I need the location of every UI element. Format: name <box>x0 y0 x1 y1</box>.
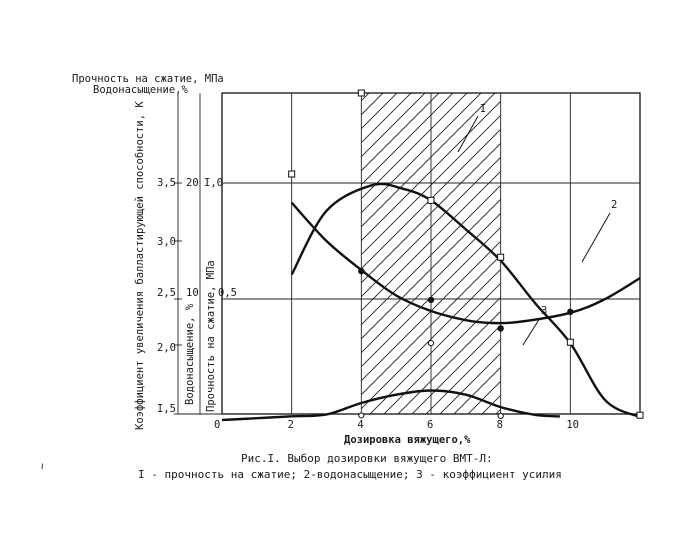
series-1-point-5 <box>636 411 644 419</box>
series-leader-2 <box>581 212 611 263</box>
series-1-point-4 <box>566 338 574 346</box>
tick-k-3.0: 3,0 <box>157 236 176 248</box>
series-leader-1 <box>457 115 479 153</box>
series-leader-3 <box>522 317 541 346</box>
series-2-point-3 <box>567 308 574 316</box>
series-line-3 <box>221 389 560 422</box>
series-1-point-1 <box>357 89 365 97</box>
x-axis-label: Дозировка вяжущего,% <box>344 434 471 446</box>
x-tick-8: 8 <box>497 419 503 431</box>
tick-k-2.5: 2,5 <box>157 287 176 299</box>
x-tick-6: 6 <box>427 419 433 431</box>
series-3-point-0 <box>358 412 365 419</box>
tick-k-2.0: 2,0 <box>157 342 176 354</box>
y-axis-label-strength: Прочность на сжатие, МПа <box>205 260 217 412</box>
x-tick-2: 2 <box>288 419 294 431</box>
series-1-point-0 <box>288 170 296 178</box>
series-line-1 <box>290 182 641 419</box>
x-tick-4: 4 <box>357 419 363 431</box>
tick-k-3.5: 3,5 <box>157 177 176 189</box>
tick-water-10: 10 <box>186 287 199 299</box>
series-1-point-3 <box>497 253 505 261</box>
tick-strength-1.0: I,0 <box>204 177 223 189</box>
margin-mark: ~ <box>36 463 49 470</box>
series-2-point-2 <box>497 325 504 332</box>
series-3-point-2 <box>497 412 504 420</box>
series-line-2 <box>290 201 641 325</box>
x-tick-10: 10 <box>566 419 579 431</box>
x-tick-0: 0 <box>214 419 220 431</box>
series-1-point-2 <box>427 196 435 204</box>
tick-water-20: 20 <box>186 177 199 189</box>
top-label-strength: Прочность на сжатие, МПа <box>72 73 224 85</box>
series-2-point-1 <box>427 296 435 304</box>
series-2-point-0 <box>358 267 365 275</box>
y-axis-label-k: Коэффициент увеличения балластирующей сп… <box>134 101 146 430</box>
tick-k-1.5: I,5 <box>157 403 176 415</box>
y-axis-label-water: Водонасыщение, % <box>184 303 196 405</box>
caption-line-2: I - прочность на сжатие; 2-водонасыщение… <box>138 468 562 481</box>
series-label-3: 3 <box>541 305 547 317</box>
caption-line-1: Рис.I. Выбор дозировки вяжущего ВМТ-Л: <box>241 452 493 465</box>
series-label-1: I <box>480 103 486 115</box>
series-3-point-1 <box>427 340 435 347</box>
tick-strength-0.5: 0,5 <box>218 287 237 299</box>
top-label-water: Водонасыщение,% <box>93 84 189 96</box>
series-label-2: 2 <box>611 199 617 211</box>
